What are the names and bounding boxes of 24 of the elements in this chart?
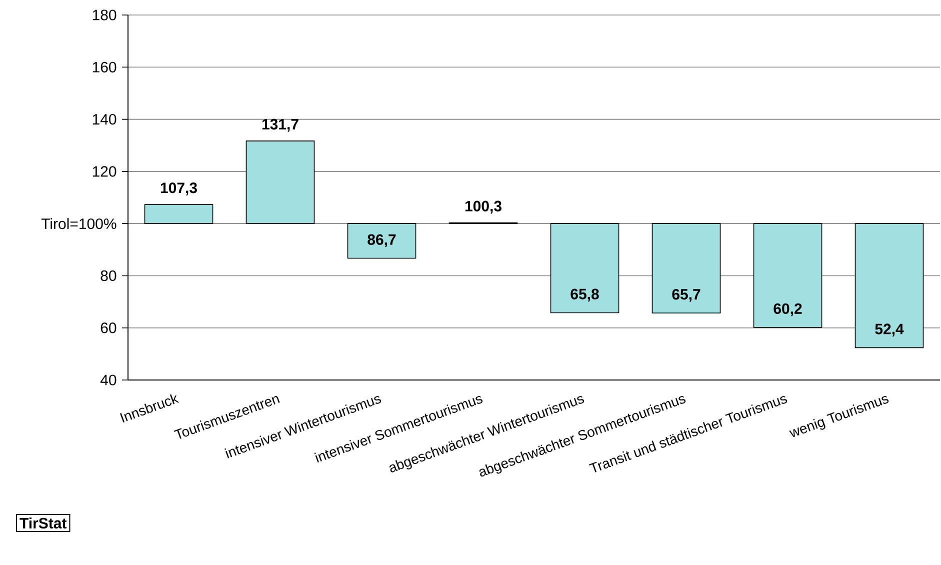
y-tick-label: 80: [100, 270, 116, 282]
bar: [246, 140, 315, 224]
bar: [347, 223, 416, 259]
data-label: 107,3: [160, 182, 197, 196]
y-tick-label: 120: [92, 166, 116, 177]
data-label: 65,8: [570, 288, 599, 302]
data-label: 60,2: [774, 303, 802, 316]
data-label: 86,7: [368, 234, 396, 248]
y-tick-label: 140: [92, 114, 116, 125]
y-tick-label: Tirol=100%: [41, 218, 116, 230]
data-label: 65,7: [672, 289, 700, 302]
data-label: 131,7: [262, 118, 298, 132]
bar: [550, 223, 620, 314]
text: TirStat: [20, 518, 67, 529]
y-tick-label: 160: [92, 62, 116, 72]
bar: [854, 223, 924, 348]
bar: [144, 204, 214, 224]
bar: [652, 223, 721, 314]
y-tick-label: 60: [100, 322, 116, 334]
data-label: 100,3: [465, 200, 502, 214]
data-label: 52,4: [875, 324, 904, 336]
y-tick-label: 40: [100, 374, 116, 386]
bar: [753, 223, 822, 328]
y-tick-label: 180: [92, 10, 116, 20]
